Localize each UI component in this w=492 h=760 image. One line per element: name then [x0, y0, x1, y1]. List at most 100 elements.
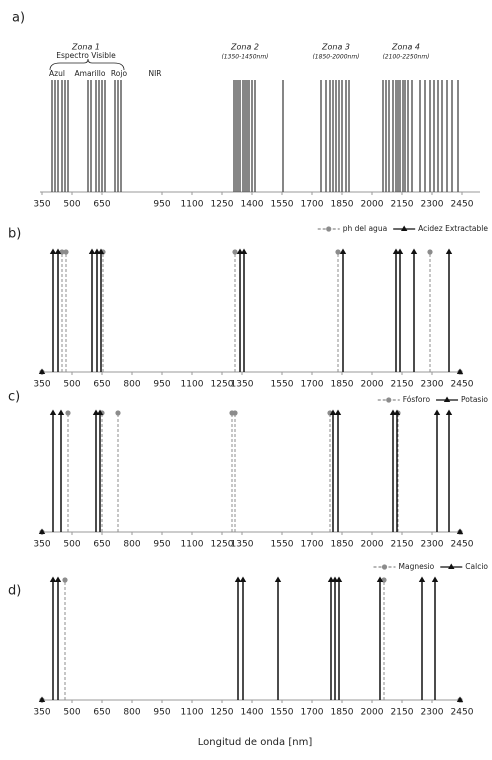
x-tick-label: 500 [63, 540, 80, 550]
x-tick-label: 500 [63, 380, 80, 390]
x-tick-label: 1700 [301, 708, 324, 718]
x-tick-label: 2300 [421, 380, 444, 390]
x-tick-label: 950 [153, 540, 170, 550]
panel-label: c) [8, 390, 20, 405]
x-tick-label: 2450 [451, 540, 474, 550]
x-tick-label: 1100 [181, 200, 204, 210]
x-tick-label: 350 [33, 708, 50, 718]
legend-marker [326, 226, 332, 232]
x-tick-label: 2000 [361, 540, 384, 550]
zone-annotation: Zona 4 [391, 43, 420, 52]
zone-annotation: (2100-2250nm) [382, 54, 429, 61]
marker-triangle [396, 248, 404, 254]
x-tick-label: 1700 [301, 540, 324, 550]
x-tick-label: 1550 [271, 200, 294, 210]
legend-marker [400, 225, 408, 231]
legend-marker [381, 564, 388, 570]
x-tick-label: 1250 [211, 200, 234, 210]
marker-triangle [456, 368, 464, 374]
marker-triangle [329, 409, 337, 415]
marker-triangle [38, 368, 46, 374]
x-tick-label: 1100 [181, 380, 204, 390]
x-tick-label: 1250 [211, 540, 234, 550]
legend-label: Acidez Extractable [418, 224, 488, 233]
marker-circle [335, 249, 341, 255]
x-tick-label: 2150 [391, 200, 414, 210]
legend-marker [443, 396, 451, 402]
legend-marker [448, 563, 455, 569]
x-tick-label: 1350 [231, 380, 254, 390]
marker-triangle [456, 528, 464, 534]
marker-triangle [410, 248, 418, 254]
legend-label: ph del agua [343, 224, 387, 233]
x-tick-label: 2450 [451, 200, 474, 210]
x-tick-label: 2450 [451, 708, 474, 718]
marker-triangle [92, 409, 100, 415]
x-tick-label: 1550 [271, 540, 294, 550]
x-axis-label: Longitud de onda [nm] [198, 737, 313, 748]
marker-circle [62, 577, 68, 583]
x-tick-label: 1400 [241, 200, 264, 210]
x-tick-label: 2150 [391, 380, 414, 390]
x-tick-label: 2300 [421, 708, 444, 718]
zone-annotation: (1850-2000nm) [312, 54, 359, 61]
marker-triangle [431, 576, 439, 582]
x-tick-label: 1850 [331, 200, 354, 210]
x-tick-label: 1250 [211, 708, 234, 718]
marker-triangle [274, 576, 282, 582]
marker-triangle [93, 248, 101, 254]
x-tick-label: 2000 [361, 200, 384, 210]
x-tick-label: 1400 [241, 708, 264, 718]
x-tick-label: 350 [33, 380, 50, 390]
zone-annotation: Zona 2 [230, 43, 259, 52]
marker-triangle [239, 576, 247, 582]
zone-annotation: (1350-1450nm) [221, 54, 268, 61]
marker-circle [232, 249, 238, 255]
legend-label: Magnesio [399, 562, 435, 571]
x-tick-label: 350 [33, 200, 50, 210]
panel-label: a) [12, 11, 25, 26]
marker-triangle [456, 696, 464, 702]
marker-triangle [49, 409, 57, 415]
x-tick-label: 800 [123, 380, 140, 390]
marker-triangle [376, 576, 384, 582]
x-tick-label: 1100 [181, 540, 204, 550]
x-tick-label: 950 [153, 380, 170, 390]
x-tick-label: 2000 [361, 380, 384, 390]
zone-annotation: Rojo [111, 69, 128, 78]
zone-annotation: Amarillo [75, 69, 106, 78]
legend-marker [386, 397, 392, 403]
x-tick-label: 2450 [451, 380, 474, 390]
zone-annotation: Espectro Visible [56, 51, 116, 60]
marker-triangle [234, 576, 242, 582]
x-tick-label: 2300 [421, 540, 444, 550]
legend-label: Fósforo [403, 395, 431, 404]
x-tick-label: 1100 [181, 708, 204, 718]
x-tick-label: 650 [93, 200, 110, 210]
panel-label: d) [8, 584, 21, 599]
marker-circle [427, 249, 433, 255]
x-tick-label: 1550 [271, 380, 294, 390]
marker-circle [63, 249, 69, 255]
x-tick-label: 950 [153, 200, 170, 210]
marker-triangle [445, 409, 453, 415]
marker-triangle [339, 248, 347, 254]
x-tick-label: 650 [93, 540, 110, 550]
marker-triangle [54, 576, 62, 582]
marker-triangle [335, 576, 343, 582]
marker-triangle [393, 409, 401, 415]
x-tick-label: 500 [63, 200, 80, 210]
x-tick-label: 950 [153, 708, 170, 718]
zone-annotation: NIR [148, 69, 161, 78]
zone-annotation: Azul [49, 69, 65, 78]
x-tick-label: 1850 [331, 380, 354, 390]
legend-label: Potasio [461, 395, 488, 404]
x-tick-label: 1700 [301, 200, 324, 210]
marker-triangle [96, 409, 104, 415]
marker-triangle [49, 248, 57, 254]
x-tick-label: 1350 [231, 540, 254, 550]
zone-annotation: Zona 1 [71, 43, 100, 52]
marker-triangle [433, 409, 441, 415]
